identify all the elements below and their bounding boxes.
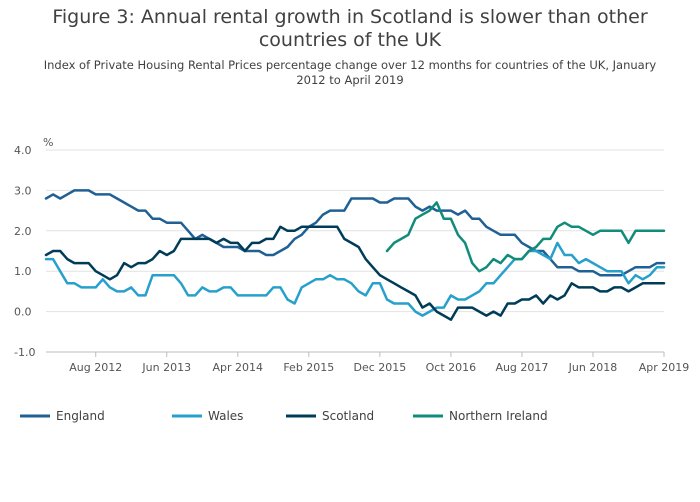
series-lines bbox=[44, 189, 666, 321]
y-tick-label: 1.0 bbox=[14, 265, 32, 278]
chart-grid bbox=[46, 149, 664, 353]
y-tick-label: 3.0 bbox=[14, 184, 32, 197]
x-tick-label: Apr 2019 bbox=[639, 361, 690, 374]
y-tick-label: -1.0 bbox=[14, 346, 35, 359]
x-tick-label: Aug 2012 bbox=[69, 361, 122, 374]
x-tick-label: Feb 2015 bbox=[283, 361, 334, 374]
x-tick-label: Aug 2017 bbox=[495, 361, 548, 374]
y-tick-label: 2.0 bbox=[14, 225, 32, 238]
y-tick-label: 4.0 bbox=[14, 144, 32, 157]
legend: England Wales Scotland Northern Ireland bbox=[20, 409, 548, 423]
legend-label: England bbox=[56, 409, 105, 423]
y-axis: 4.0 3.0 2.0 1.0 0.0 -1.0% bbox=[14, 136, 53, 359]
series-line-scotland bbox=[44, 225, 666, 321]
legend-label: Scotland bbox=[322, 409, 374, 423]
x-tick-label: Apr 2014 bbox=[213, 361, 264, 374]
y-axis-unit-label: % bbox=[43, 136, 53, 149]
x-tick-label: Oct 2016 bbox=[426, 361, 477, 374]
chart-subtitle: Index of Private Housing Rental Prices p… bbox=[43, 58, 657, 87]
series-line-northern-ireland bbox=[385, 201, 666, 273]
x-tick-label: Jun 2018 bbox=[568, 361, 618, 374]
legend-item-scotland[interactable]: Scotland bbox=[286, 409, 374, 423]
series-line-england bbox=[44, 189, 666, 277]
legend-item-northern-ireland[interactable]: Northern Ireland bbox=[413, 409, 548, 423]
legend-item-wales[interactable]: Wales bbox=[172, 409, 243, 423]
chart-title: Figure 3: Annual rental growth in Scotla… bbox=[52, 6, 648, 51]
x-tick-label: Jun 2013 bbox=[141, 361, 191, 374]
y-tick-label: 0.0 bbox=[14, 306, 32, 319]
series-line-wales bbox=[44, 241, 666, 317]
x-axis: Aug 2012 Jun 2013 Apr 2014 Feb 2015 Dec 2015… bbox=[46, 351, 690, 374]
legend-label: Northern Ireland bbox=[449, 409, 548, 423]
legend-item-england[interactable]: England bbox=[20, 409, 105, 423]
legend-label: Wales bbox=[208, 409, 243, 423]
x-tick-label: Dec 2015 bbox=[353, 361, 406, 374]
